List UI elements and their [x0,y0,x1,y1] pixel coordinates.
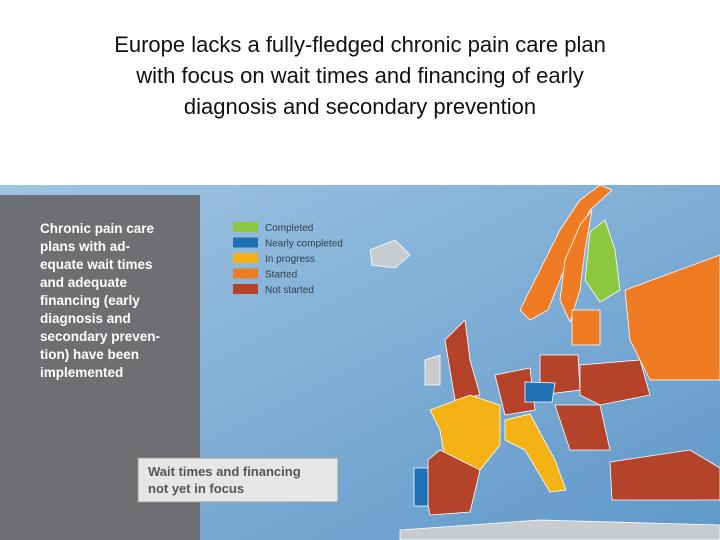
panel-line: equate wait times [40,257,153,272]
ireland [424,354,441,386]
title-line: with focus on wait times and financing o… [135,63,584,88]
panel-line: diagnosis and [40,311,131,326]
legend-label: Completed [265,223,313,234]
title: Europe lacks a fully-fledged chronic pai… [114,32,606,119]
legend-swatch [233,237,258,248]
finland [584,219,621,303]
legend-swatch [233,268,258,279]
legend-label: Nearly completed [265,239,343,250]
panel-text: Chronic pain care plans with ad-equate wa… [40,221,160,380]
france [429,394,501,471]
north-africa [399,519,720,540]
panel-line: and adequate [40,275,128,290]
panel-line: secondary preven- [40,329,160,344]
note-line: Wait times and financing [148,464,301,479]
uk [444,319,481,401]
legend-label: Not started [265,285,314,296]
legend-swatch [233,284,258,294]
panel-line: financing (early [40,293,140,308]
note: Wait times and financing not yet in focus [148,464,301,496]
russia [624,254,720,381]
italy [504,413,567,493]
germany [494,367,536,416]
legend-swatch [233,253,258,263]
legend: Completed Nearly completed In progress Star… [233,222,343,296]
title-line: Europe lacks a fully-fledged chronic pai… [114,32,606,57]
baltics [571,309,601,346]
panel-line: tion) have been [40,347,139,362]
panel-line: implemented [40,365,123,380]
panel-line: plans with ad- [40,239,130,254]
legend-label: In progress [265,254,315,265]
norway [519,184,613,321]
note-box [137,457,339,503]
legend-swatch [233,222,258,232]
panel-line: Chronic pain care [40,221,155,236]
ukraine [579,359,651,406]
map [369,184,720,540]
balkans [554,404,611,451]
legend-label: Started [265,270,297,281]
austria [524,381,556,403]
iceland [369,239,411,269]
note-line: not yet in focus [148,481,244,496]
turkey [609,449,720,501]
portugal [413,467,429,507]
title-line: diagnosis and secondary prevention [184,94,536,119]
